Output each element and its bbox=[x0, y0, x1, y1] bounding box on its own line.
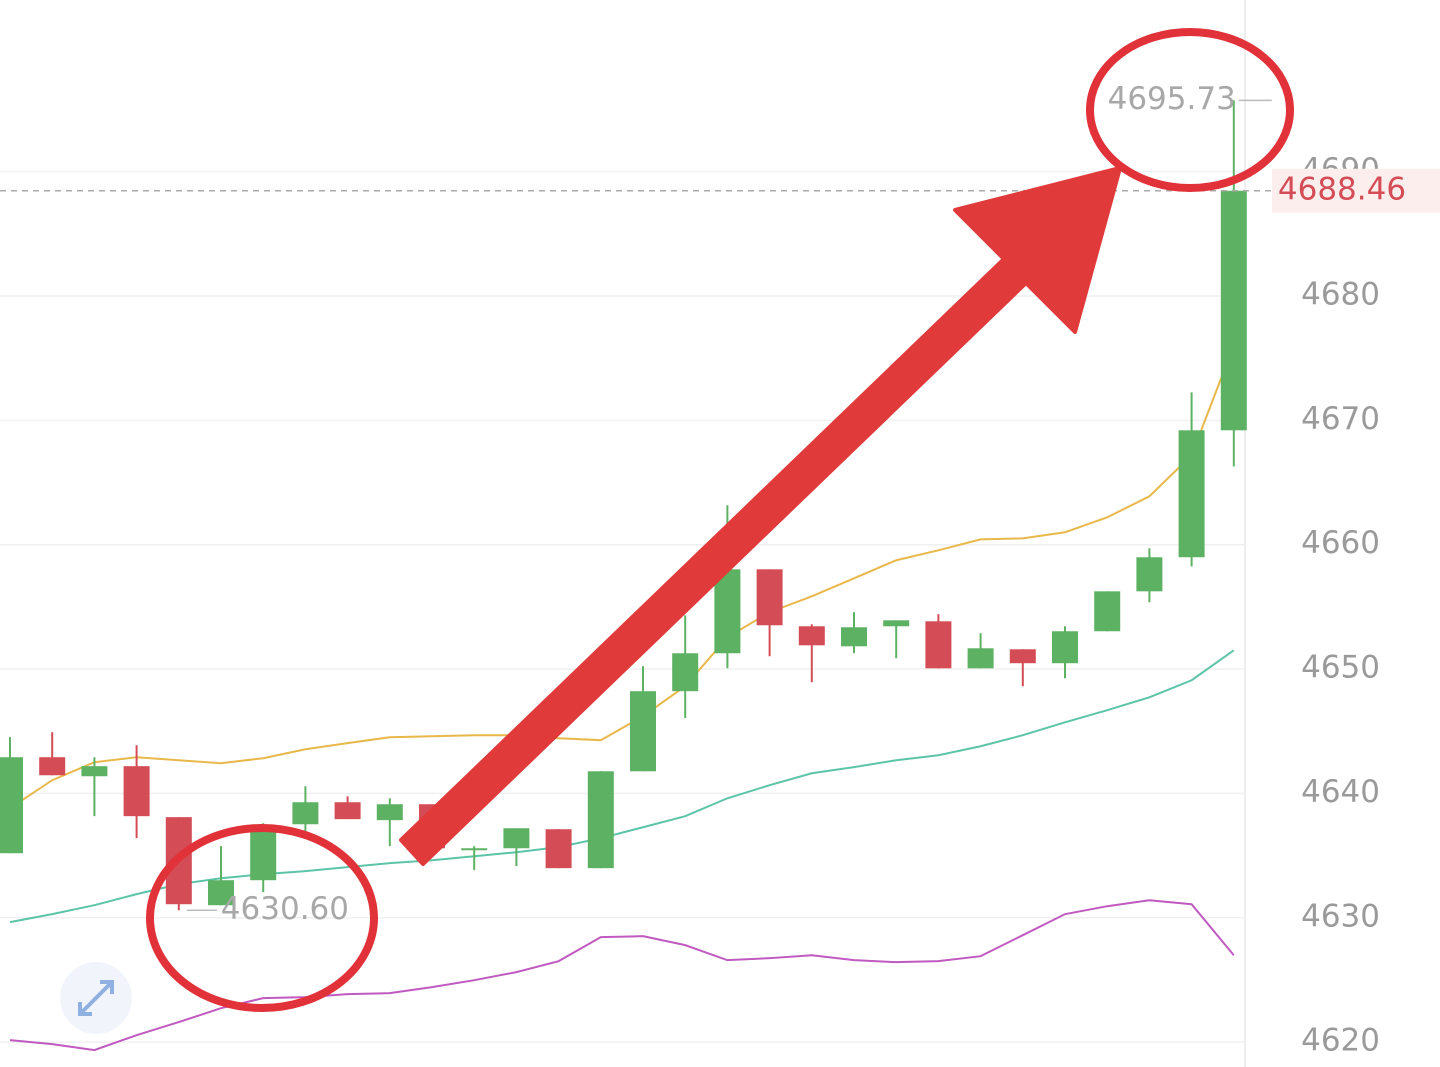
y-tick-label: 4650 bbox=[1301, 650, 1380, 686]
candle-body bbox=[798, 626, 825, 646]
moving-averages bbox=[9, 344, 1235, 1052]
candle-body bbox=[1094, 591, 1121, 632]
icon-glyph bbox=[78, 980, 114, 1016]
min-label: 4630.60 bbox=[221, 891, 349, 927]
candle-body bbox=[376, 804, 403, 821]
candle-body bbox=[461, 848, 488, 851]
y-tick-label: 4670 bbox=[1301, 401, 1380, 437]
candle-body bbox=[334, 802, 361, 820]
candle-body bbox=[123, 766, 150, 817]
candle-body bbox=[756, 569, 783, 626]
candle-body bbox=[39, 757, 66, 776]
grid bbox=[0, 170, 1245, 1043]
candle-body bbox=[714, 569, 741, 654]
y-tick-label: 4660 bbox=[1301, 525, 1380, 561]
candle-body bbox=[1178, 430, 1205, 558]
y-tick-label: 4620 bbox=[1301, 1023, 1380, 1059]
candle-body bbox=[1052, 631, 1078, 664]
price-markers: 4688.46 4695.73 4630.60 bbox=[0, 81, 1440, 927]
candles bbox=[0, 100, 1247, 911]
candle-body bbox=[841, 627, 867, 647]
candle-body bbox=[967, 648, 994, 669]
moving-average-line bbox=[9, 649, 1235, 924]
candle-body bbox=[672, 653, 699, 692]
candle-body bbox=[503, 828, 530, 849]
candle-body bbox=[630, 691, 656, 772]
arrow bbox=[399, 166, 1122, 866]
annotation-arrow bbox=[146, 28, 1294, 1012]
last-price-box bbox=[1272, 168, 1440, 213]
candle-body bbox=[208, 880, 234, 906]
y-tick-label: 4640 bbox=[1301, 774, 1380, 810]
candle-body bbox=[292, 802, 319, 825]
y-tick-label: 4630 bbox=[1301, 898, 1380, 934]
candle-body bbox=[1136, 557, 1163, 592]
highlight-circle bbox=[146, 824, 378, 1012]
candle-body bbox=[545, 829, 572, 869]
y-tick-label: 4680 bbox=[1301, 276, 1380, 312]
y-axis: 46204630464046504660467046804690 bbox=[1301, 152, 1380, 1059]
candle-body bbox=[587, 771, 614, 869]
highlight-circle bbox=[1086, 28, 1294, 192]
candle-body bbox=[925, 621, 952, 669]
candle-body bbox=[1009, 649, 1036, 664]
max-label: 4695.73 bbox=[1108, 81, 1236, 117]
candle-body bbox=[250, 825, 277, 881]
last-price-label: 4688.46 bbox=[1278, 171, 1406, 207]
candle-body bbox=[1220, 190, 1247, 431]
moving-average-line bbox=[9, 899, 1235, 1052]
candle-body bbox=[883, 620, 910, 627]
candle-body bbox=[81, 766, 108, 777]
candle-body bbox=[0, 757, 23, 854]
expand-icon[interactable] bbox=[60, 962, 132, 1034]
moving-average-line bbox=[9, 344, 1235, 810]
